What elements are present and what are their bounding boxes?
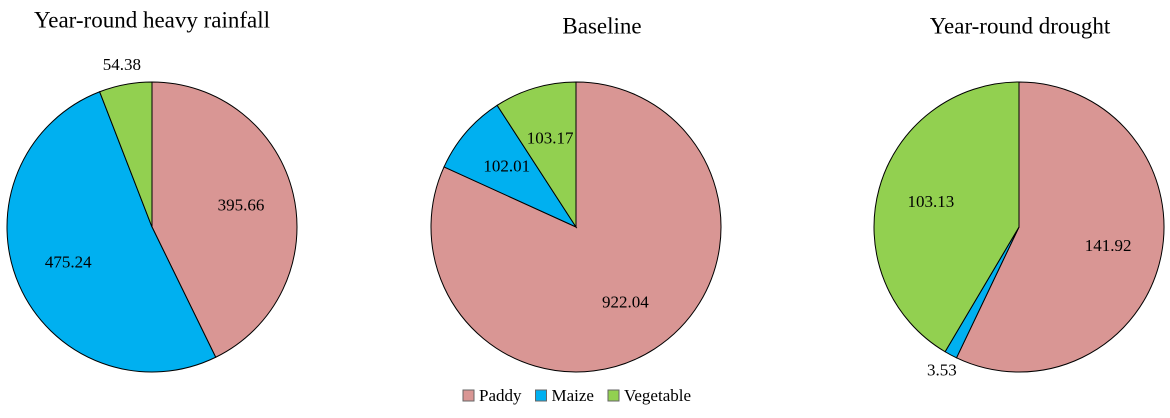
chart-title: Year-round heavy rainfall	[34, 7, 270, 32]
pie-slice	[955, 81, 1165, 373]
data-label: 54.38	[103, 55, 141, 74]
data-label: 3.53	[927, 360, 957, 379]
pie-slice	[99, 81, 153, 228]
data-label: 103.13	[908, 192, 955, 211]
chart-title: Year-round drought	[930, 13, 1111, 38]
legend-swatch	[462, 389, 475, 402]
legend-swatch	[607, 389, 620, 402]
pie-slice	[873, 81, 1020, 353]
data-label: 922.04	[602, 293, 649, 312]
pie-slice	[6, 91, 217, 373]
data-label: 102.01	[483, 156, 530, 175]
pie-slice	[496, 81, 577, 229]
data-label: 141.92	[1085, 236, 1132, 255]
data-label: 475.24	[45, 252, 92, 271]
legend-label: Maize	[552, 386, 594, 405]
data-label: 395.66	[218, 195, 265, 214]
legend-label: Vegetable	[624, 386, 691, 405]
chart-title: Baseline	[562, 13, 641, 38]
pie-slice	[151, 81, 298, 358]
legend-label: Paddy	[479, 386, 522, 405]
data-label: 103.17	[527, 128, 574, 147]
pie-slice	[443, 104, 578, 229]
legend-swatch	[535, 389, 547, 402]
